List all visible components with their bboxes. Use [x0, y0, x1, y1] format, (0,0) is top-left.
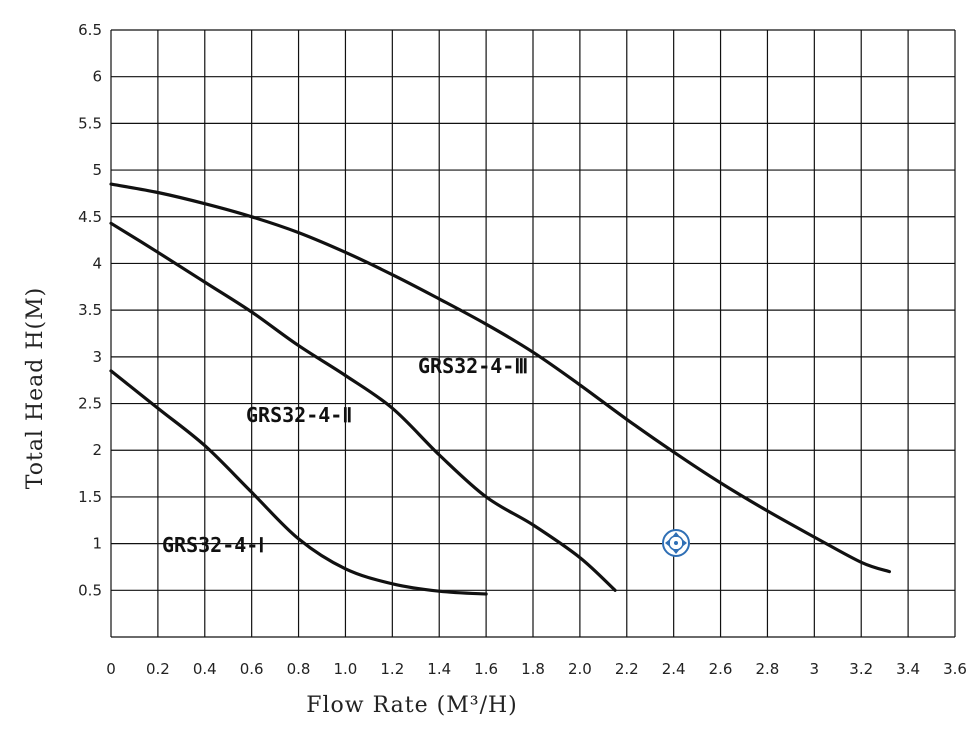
x-tick-labels: 0 0.2 0.4 0.6 0.8 1.0 1.2 1.4 1.6 1.8 2.0 2.2 2.4 2.6…: [106, 660, 967, 678]
curve-labels: GRS32-4-Ⅰ GRS32-4-Ⅱ GRS32-4-Ⅲ: [162, 354, 528, 557]
series-label-1: GRS32-4-Ⅰ: [162, 533, 264, 557]
x-tick-label: 2.4: [662, 660, 686, 678]
x-tick-label: 2.0: [568, 660, 592, 678]
y-tick-label: 4: [92, 254, 102, 272]
series-label-2: GRS32-4-Ⅱ: [246, 403, 352, 427]
series-line-3: [109, 182, 891, 574]
y-tick-label: 1.5: [78, 488, 102, 506]
y-tick-label: 2: [92, 441, 102, 459]
series-label-3: GRS32-4-Ⅲ: [418, 354, 528, 378]
x-tick-label: 0.8: [287, 660, 311, 678]
x-tick-label: 1.2: [380, 660, 404, 678]
pump-curves: [109, 182, 891, 596]
y-tick-label: 5: [92, 161, 102, 179]
x-tick-label: 1.6: [474, 660, 498, 678]
x-tick-label: 2.6: [709, 660, 733, 678]
series-line-2: [109, 221, 617, 592]
x-tick-label: 1.8: [521, 660, 545, 678]
y-tick-label: 6.5: [78, 21, 102, 39]
x-tick-label: 0.2: [146, 660, 170, 678]
y-tick-label: 5.5: [78, 114, 102, 132]
y-tick-labels: 0.5 1 1.5 2 2.5 3 3.5 4 4.5 5 5.5 6 6.5: [78, 21, 102, 599]
x-tick-label: 1.4: [427, 660, 451, 678]
y-tick-label: 2.5: [78, 395, 102, 413]
y-tick-label: 6: [92, 68, 102, 86]
series-line-1: [109, 369, 488, 596]
x-tick-label: 3: [810, 660, 820, 678]
x-tick-label: 1.0: [334, 660, 358, 678]
y-tick-label: 0.5: [78, 581, 102, 599]
x-tick-label: 3.6: [943, 660, 967, 678]
y-tick-label: 4.5: [78, 208, 102, 226]
x-tick-label: 2.2: [615, 660, 639, 678]
y-tick-label: 3: [92, 348, 102, 366]
x-tick-label: 3.2: [849, 660, 873, 678]
x-tick-label: 2.8: [756, 660, 780, 678]
grid: [110, 29, 956, 638]
move-crosshair-icon[interactable]: [662, 529, 690, 557]
y-tick-label: 1: [92, 535, 102, 553]
x-tick-label: 0.6: [240, 660, 264, 678]
x-tick-label: 3.4: [896, 660, 920, 678]
x-axis-title: Flow Rate (M³/H): [306, 693, 518, 718]
y-axis-title: Total Head H(M): [23, 287, 48, 489]
x-tick-label: 0: [106, 660, 116, 678]
x-tick-label: 0.4: [193, 660, 217, 678]
y-tick-label: 3.5: [78, 301, 102, 319]
